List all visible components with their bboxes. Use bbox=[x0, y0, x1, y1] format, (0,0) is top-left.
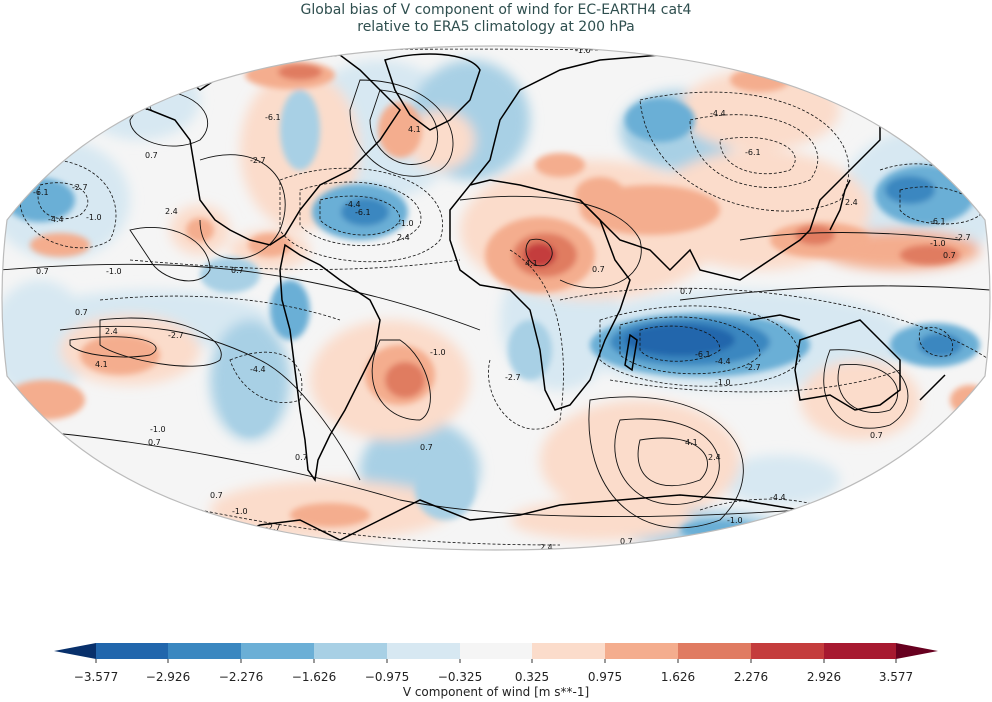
colorbar-tick: 0.325 bbox=[514, 670, 550, 684]
colorbar bbox=[54, 643, 938, 663]
map-border bbox=[1, 45, 991, 551]
title-line-2: relative to ERA5 climatology at 200 hPa bbox=[357, 19, 635, 35]
colorbar-tick: −1.626 bbox=[291, 670, 337, 684]
svg-text:-4.4: -4.4 bbox=[250, 365, 266, 374]
svg-text:-1.0: -1.0 bbox=[86, 213, 102, 222]
svg-text:2.4: 2.4 bbox=[165, 207, 178, 216]
chart-title: Global bias of V component of wind for E… bbox=[0, 2, 992, 36]
svg-text:-1.0: -1.0 bbox=[232, 507, 248, 516]
svg-text:-6.1: -6.1 bbox=[930, 217, 946, 226]
title-line-1: Global bias of V component of wind for E… bbox=[300, 2, 692, 18]
svg-text:-1.0: -1.0 bbox=[575, 46, 591, 55]
colorbar-tick: 3.577 bbox=[878, 670, 914, 684]
svg-text:-2.7: -2.7 bbox=[505, 373, 521, 382]
svg-text:-1.0: -1.0 bbox=[398, 219, 414, 228]
colorbar-tick: −0.325 bbox=[437, 670, 483, 684]
colorbar-tick: −2.926 bbox=[145, 670, 191, 684]
svg-text:-4.4: -4.4 bbox=[345, 200, 361, 209]
svg-text:-2.7: -2.7 bbox=[168, 331, 184, 340]
svg-text:2.4: 2.4 bbox=[540, 543, 553, 552]
colorbar-tick: 1.626 bbox=[660, 670, 696, 684]
world-map: -1.0 -1.0 0.7 2.4 4.1 -6.1 4.1 -2.7 0.7 … bbox=[1, 45, 991, 552]
svg-text:0.7: 0.7 bbox=[420, 443, 433, 452]
svg-text:-4.4: -4.4 bbox=[710, 109, 726, 118]
svg-text:-6.1: -6.1 bbox=[355, 208, 371, 217]
svg-text:0.7: 0.7 bbox=[145, 151, 158, 160]
svg-text:-6.1: -6.1 bbox=[33, 188, 49, 197]
svg-text:-4.4: -4.4 bbox=[48, 215, 64, 224]
colorbar-tick: −0.975 bbox=[364, 670, 410, 684]
svg-text:-6.1: -6.1 bbox=[745, 148, 761, 157]
colorbar-tick: 2.276 bbox=[733, 670, 769, 684]
svg-text:0.7: 0.7 bbox=[943, 251, 956, 260]
svg-text:0.7: 0.7 bbox=[231, 266, 244, 275]
svg-text:2.4: 2.4 bbox=[708, 453, 721, 462]
svg-text:-2.7: -2.7 bbox=[250, 156, 266, 165]
svg-text:2.4: 2.4 bbox=[397, 233, 410, 242]
colorbar-tick: 2.926 bbox=[806, 670, 842, 684]
svg-text:-2.7: -2.7 bbox=[72, 183, 88, 192]
svg-text:2.4: 2.4 bbox=[845, 198, 858, 207]
climatology-contours bbox=[2, 79, 990, 529]
colorbar-tick: 0.975 bbox=[587, 670, 623, 684]
svg-text:0.7: 0.7 bbox=[620, 537, 633, 546]
svg-text:-2.7: -2.7 bbox=[265, 523, 281, 532]
svg-text:0.7: 0.7 bbox=[295, 453, 308, 462]
svg-text:0.7: 0.7 bbox=[680, 287, 693, 296]
svg-text:0.7: 0.7 bbox=[592, 265, 605, 274]
svg-text:0.7: 0.7 bbox=[210, 491, 223, 500]
svg-text:0.7: 0.7 bbox=[36, 267, 49, 276]
contour-labels: -1.0 -1.0 0.7 2.4 4.1 -6.1 4.1 -2.7 0.7 … bbox=[33, 46, 971, 552]
svg-text:-1.0: -1.0 bbox=[430, 348, 446, 357]
svg-text:-1.0: -1.0 bbox=[150, 425, 166, 434]
svg-text:0.7: 0.7 bbox=[712, 46, 725, 55]
svg-text:-1.0: -1.0 bbox=[715, 378, 731, 387]
svg-text:-1.0: -1.0 bbox=[930, 239, 946, 248]
svg-text:0.7: 0.7 bbox=[75, 308, 88, 317]
bias-field: -1.0 -1.0 0.7 2.4 4.1 -6.1 4.1 -2.7 0.7 … bbox=[2, 46, 990, 552]
svg-text:-2.7: -2.7 bbox=[745, 363, 761, 372]
svg-text:-1.0: -1.0 bbox=[106, 267, 122, 276]
svg-text:-4.4: -4.4 bbox=[715, 357, 731, 366]
svg-text:0.7: 0.7 bbox=[148, 438, 161, 447]
svg-text:-2.7: -2.7 bbox=[955, 233, 971, 242]
svg-text:2.4: 2.4 bbox=[105, 327, 118, 336]
svg-text:2.4: 2.4 bbox=[100, 113, 113, 122]
svg-text:-1.0: -1.0 bbox=[727, 516, 743, 525]
colorbar-label: V component of wind [m s**-1] bbox=[402, 685, 590, 699]
svg-text:4.1: 4.1 bbox=[525, 259, 538, 268]
svg-text:0.7: 0.7 bbox=[870, 431, 883, 440]
svg-text:-6.1: -6.1 bbox=[695, 350, 711, 359]
colorbar-tick: −3.577 bbox=[73, 670, 119, 684]
svg-text:-1.0: -1.0 bbox=[286, 46, 302, 55]
svg-text:-4.4: -4.4 bbox=[770, 493, 786, 502]
colorbar-tick: −2.276 bbox=[218, 670, 264, 684]
svg-text:4.1: 4.1 bbox=[408, 125, 421, 134]
svg-text:4.1: 4.1 bbox=[685, 438, 698, 447]
svg-text:4.1: 4.1 bbox=[95, 360, 108, 369]
svg-text:-6.1: -6.1 bbox=[265, 113, 281, 122]
